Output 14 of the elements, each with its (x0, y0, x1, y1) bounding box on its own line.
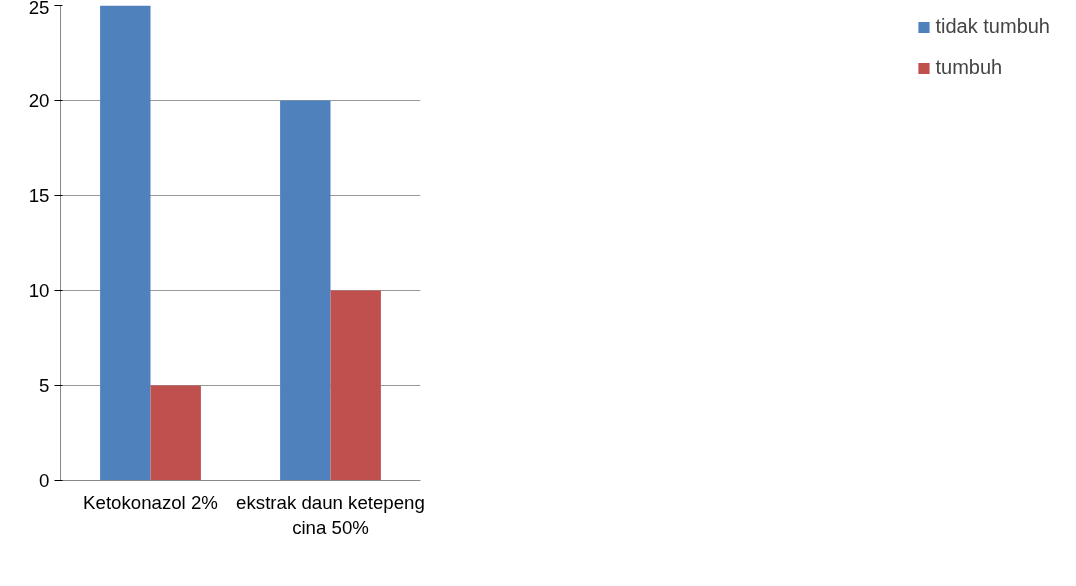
y-tick-label: 20 (28, 90, 50, 111)
bar (330, 290, 381, 481)
legend-label: tidak tumbuh (935, 15, 1050, 38)
y-tick-label: 25 (28, 0, 50, 18)
legend-label: tumbuh (935, 56, 1003, 79)
y-tick-label: 10 (28, 280, 50, 301)
bar (280, 100, 331, 481)
y-tick-label: 0 (39, 470, 50, 491)
x-tick-label: ekstrak daun ketepeng cina 50% (236, 491, 425, 538)
bar (150, 385, 201, 481)
x-tick-label: Ketokonazol 2% (83, 491, 218, 513)
bar (100, 5, 151, 481)
y-tick-label: 15 (28, 185, 50, 206)
y-tick-label: 5 (39, 375, 50, 396)
